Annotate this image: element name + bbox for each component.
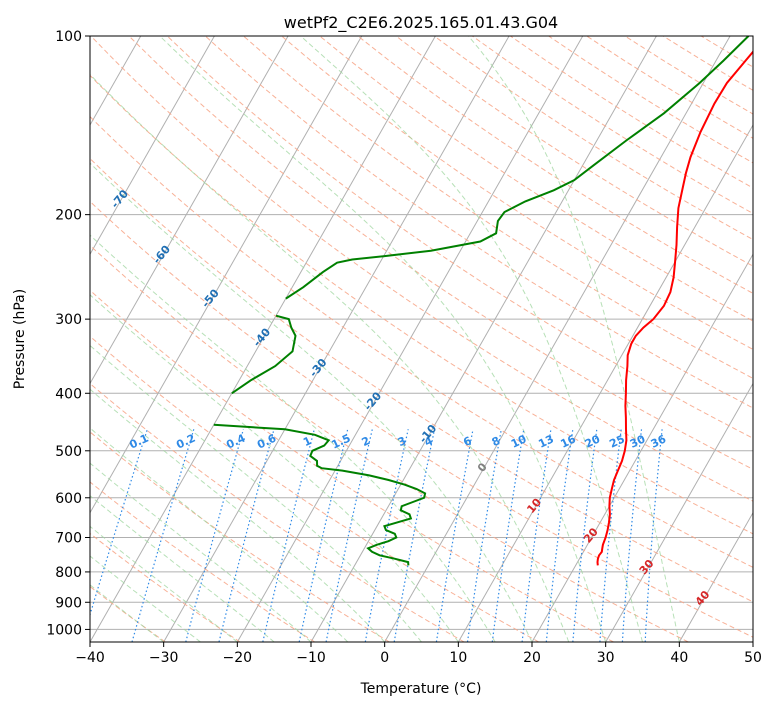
mixing-ratio-line [262,429,315,642]
dewpoint-profile-line [285,36,750,300]
moist-adiabat-line [90,388,386,642]
dry-adiabat-line [90,200,753,638]
y-tick-label: 500 [55,444,82,460]
y-tick-label: 400 [55,386,82,402]
mixing-ratio-line [466,429,502,642]
dry-adiabat-line [281,36,753,350]
isotherm-line [752,640,753,642]
mixing-ratio-line [599,429,622,642]
dewpoint-profile-line [231,314,297,395]
moist-adiabat-line [90,73,570,642]
y-tick-label: 300 [55,312,82,328]
mixing-ratio-line [572,429,598,642]
moist-adiabat-line [90,462,312,642]
dry-adiabat-line [90,335,540,642]
isotherm-line [457,124,753,642]
mixing-ratio-line [435,429,474,642]
mixing-ratio-line [521,429,552,642]
chart-title: wetPf2_C2E6.2025.165.01.43.G04 [284,13,558,33]
y-tick-label: 800 [55,565,82,581]
dry-adiabat-line [90,431,390,642]
isotherm-line [605,382,753,642]
isotherm-line [90,36,436,642]
isotherm-line [0,36,67,642]
moist-adiabat-line [90,294,459,642]
x-tick-label: −20 [223,650,253,666]
dry-adiabat-line [319,36,753,322]
mixing-ratio-line [298,429,349,642]
plot-frame [89,35,754,643]
mixing-ratio-label: 16 [559,432,579,450]
isotherm-label: -90 [10,101,33,125]
mixing-ratio-line [644,429,663,642]
x-tick-label: 30 [597,650,615,666]
mixing-ratio-label: 25 [607,432,626,450]
y-tick-label: 200 [55,208,82,224]
mixing-ratio-label: 20 [583,432,603,450]
temperature-profile-line [596,50,753,566]
dry-adiabat-line [90,289,614,642]
y-tick-label: 600 [55,491,82,507]
isotherm-line [678,511,753,642]
mixing-ratio-line [325,429,373,642]
y-tick-label: 1000 [46,622,82,638]
mixing-ratio-line [364,429,409,642]
x-tick-label: 10 [449,650,467,666]
background-lines [0,36,753,642]
moist-adiabat-line [90,234,496,642]
dry-adiabat-line [90,481,315,642]
dry-adiabat-line [90,532,241,642]
moist-adiabat-line [159,36,607,642]
y-tick-label: 900 [55,595,82,611]
isotherm-line [90,36,215,256]
isotherm-line [236,36,584,642]
isotherm-line [384,36,731,642]
dry-adiabat-line [357,36,753,294]
x-tick-label: −10 [296,650,326,666]
dry-adiabat-line [90,36,753,502]
mixing-ratio-label: 30 [628,432,648,450]
dry-adiabat-line [90,115,753,568]
isotherm-line [90,36,363,514]
y-axis-label: Pressure (hPa) [12,289,28,389]
isotherm-line [90,36,289,385]
x-tick-label: 50 [744,650,762,666]
x-tick-label: −30 [149,650,179,666]
moist-adiabat-line [90,162,533,642]
mixing-ratio-label: 36 [649,432,669,450]
moist-adiabat-line [90,427,349,642]
isotherm-line [310,36,657,642]
x-tick-label: 40 [670,650,688,666]
dry-adiabat-line [90,244,689,642]
mixing-ratio-line [545,429,574,642]
isotherm-label: -80 [63,137,86,161]
y-tick-label: 700 [55,531,82,547]
dry-adiabat-line [90,74,753,535]
sounding-profiles [213,36,753,566]
mixing-ratio-line [218,429,275,642]
mixing-ratio-label: 10 [509,432,529,450]
x-tick-label: 0 [380,650,389,666]
x-axis-label: Temperature (°C) [360,681,482,697]
moist-adiabat-line [90,525,238,642]
moist-adiabat-line [468,36,680,642]
mixing-ratio-line [393,429,436,642]
isotherm-line [531,253,753,642]
dry-adiabat-line [90,382,465,642]
dewpoint-profile-line [213,423,427,566]
moist-adiabat-line [90,495,275,642]
dry-adiabat-line [90,157,753,603]
plot-background [90,36,753,642]
x-tick-label: −40 [75,650,105,666]
axes: −40 −30 −20 −10 0 10 20 30 40 50 100 200 300 400 500 60… [46,29,762,666]
y-tick-label: 100 [55,29,82,45]
x-tick-label: 20 [523,650,541,666]
mixing-ratio-label: 13 [536,432,555,450]
mixing-ratio-line [621,429,643,642]
dry-adiabat-line [128,36,753,470]
moist-adiabat-line [300,36,643,642]
mixing-ratio-line [491,429,525,642]
dry-adiabat-line [166,36,753,439]
